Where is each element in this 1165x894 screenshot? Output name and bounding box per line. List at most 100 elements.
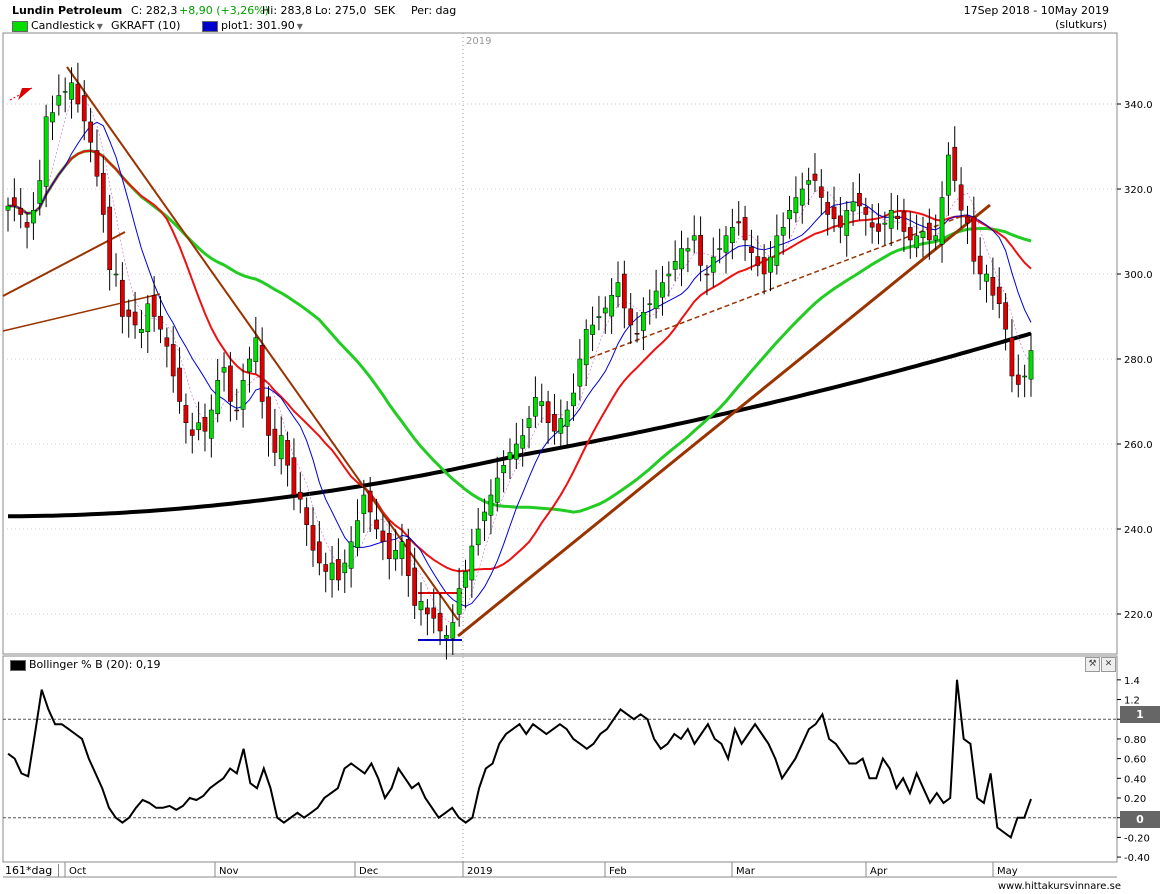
candle-body <box>278 435 284 460</box>
legend-candlestick[interactable]: Candlestick ▼ <box>12 19 103 32</box>
candle-body <box>806 180 811 185</box>
upper-band-badge: 1 <box>1120 706 1160 723</box>
candle-body <box>259 345 265 402</box>
candle-body <box>399 541 405 559</box>
y-axis: 220.0 240.0 260.0 280.0 300.0 320.0 340.0 <box>1117 100 1153 621</box>
candle-body <box>247 358 252 373</box>
candle-body <box>507 452 513 460</box>
wrench-icon[interactable]: ⚒ <box>1085 657 1100 672</box>
candle-body <box>768 256 773 273</box>
candle-body <box>386 533 392 559</box>
candle-body <box>577 358 583 387</box>
candle-body <box>75 83 81 105</box>
ma-black-line <box>7 331 1032 519</box>
candle-body <box>285 440 290 466</box>
candle-body <box>456 588 462 615</box>
candle-body <box>971 216 977 262</box>
x-tick-label-May: May <box>997 866 1018 877</box>
candle-body <box>863 207 869 215</box>
candle-body <box>5 205 11 211</box>
candle-body <box>920 231 926 239</box>
bollinger-tick-label: 0.40 <box>1124 774 1146 785</box>
change-value: +8,90 (+3,26%) <box>179 4 269 17</box>
x-tick-label-Nov: Nov <box>219 866 239 877</box>
candle-body <box>838 215 843 228</box>
candle-body <box>1028 350 1034 380</box>
x-tick-label-Apr: Apr <box>870 866 888 877</box>
candle-body <box>43 116 49 187</box>
plot1-swatch <box>202 20 218 32</box>
candle-body <box>304 507 309 525</box>
candle-body <box>876 223 881 232</box>
bollinger-tick-label: -0.20 <box>1124 833 1150 844</box>
x-axis: Oct Nov Dec 2019 Feb Mar Apr May <box>3 861 1117 878</box>
candle-body <box>56 95 62 106</box>
candle-body <box>641 312 646 331</box>
candle-body <box>850 201 856 212</box>
x-tick-label-Oct: Oct <box>69 866 86 877</box>
candle-body <box>513 443 519 460</box>
y-tick-label-240: 240.0 <box>1124 525 1153 536</box>
candle-body <box>310 525 316 551</box>
candle-body <box>189 429 195 436</box>
bollinger-tick-label: 0.80 <box>1124 735 1146 746</box>
candle-body <box>666 273 672 277</box>
legend-plot1[interactable]: plot1: 301.90 ▼ <box>202 19 303 32</box>
candle-body <box>177 367 182 402</box>
candle-body <box>31 210 36 224</box>
candle-body <box>113 273 119 276</box>
year-marker-label: 2019 <box>466 36 492 47</box>
candle-body <box>1022 375 1027 378</box>
candle-body <box>183 405 189 423</box>
candle-body <box>558 418 564 434</box>
ma-thin-line <box>8 96 1032 625</box>
candle-body <box>425 607 430 615</box>
candle-body <box>780 227 786 236</box>
candle-body <box>990 277 996 296</box>
period-box[interactable]: 161*dag <box>5 864 60 877</box>
x-tick-label-Feb: Feb <box>609 866 627 877</box>
candle-body <box>393 550 398 560</box>
candle-body <box>552 414 557 432</box>
y-tick-label-340: 340.0 <box>1124 100 1153 111</box>
candle-body <box>730 227 735 244</box>
bollinger-tick-label: 1.2 <box>1124 696 1140 707</box>
candle-body <box>234 409 240 412</box>
chevron-down-icon[interactable]: ▼ <box>296 22 303 31</box>
candle-body <box>660 282 665 298</box>
candle-body <box>818 186 824 198</box>
candle-body <box>501 465 506 474</box>
candle-body <box>609 295 614 317</box>
candle-body <box>412 567 418 606</box>
high-value: Hi: 283,8 <box>262 4 313 17</box>
y-tick-label-320: 320.0 <box>1124 185 1153 196</box>
bollinger-tick-label: 1.4 <box>1124 676 1140 687</box>
candle-body <box>583 329 589 366</box>
candle-body <box>615 282 621 297</box>
candle-body <box>24 222 30 228</box>
trendline-early-2 <box>2 293 161 332</box>
candle-body <box>895 215 900 219</box>
close-icon[interactable]: ✕ <box>1101 657 1116 672</box>
candle-body <box>628 308 634 326</box>
candlestick-swatch <box>12 20 28 32</box>
legend-gkraft[interactable]: GKRAFT (10) <box>111 19 180 32</box>
candle-body <box>685 248 691 252</box>
chevron-down-icon[interactable]: ▼ <box>96 22 103 31</box>
bollinger-swatch <box>10 659 26 671</box>
candle-body <box>450 622 456 639</box>
candle-body <box>755 256 761 266</box>
candle-body <box>336 559 341 581</box>
candle-body <box>348 541 354 569</box>
candle-body <box>825 202 831 215</box>
close-type: (slutkurs) <box>1055 18 1107 31</box>
candle-body <box>679 248 684 270</box>
bollinger-title-label: Bollinger % B (20): 0,19 <box>29 658 161 671</box>
bollinger-tick-label: 0.60 <box>1124 755 1146 766</box>
currency: SEK <box>374 4 396 17</box>
candle-body <box>208 409 214 439</box>
candle-body <box>736 221 742 224</box>
candle-body <box>926 222 932 241</box>
candle-body <box>749 246 754 254</box>
candle-body <box>126 309 132 317</box>
